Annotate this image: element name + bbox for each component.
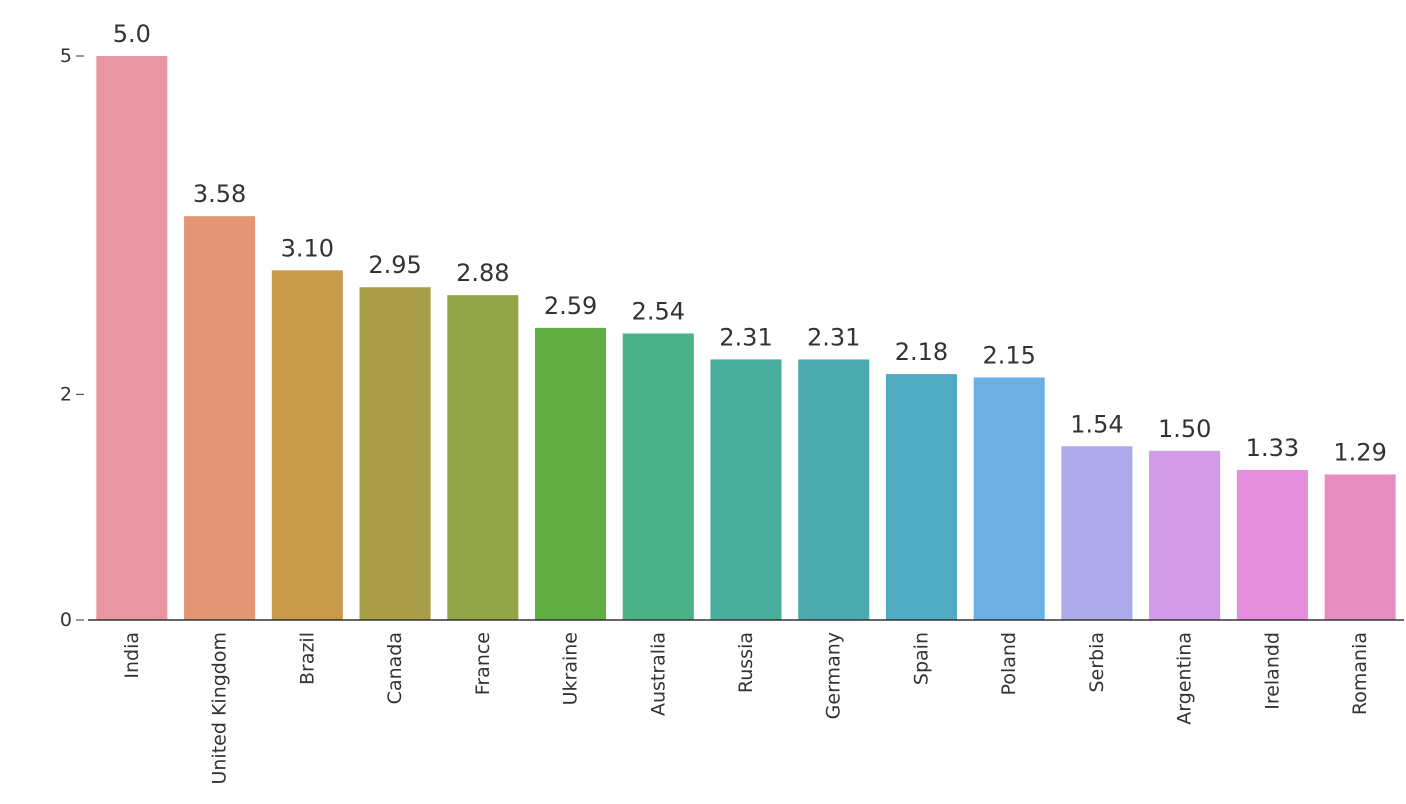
x-category-label: Brazil xyxy=(296,632,318,685)
x-category-label: France xyxy=(472,632,494,695)
bar-value-label: 1.50 xyxy=(1158,415,1211,443)
bar-france xyxy=(447,295,519,620)
x-category-label: Australia xyxy=(647,632,669,716)
bar-value-label: 2.31 xyxy=(807,323,860,351)
bar-value-label: 3.10 xyxy=(281,234,334,262)
x-axis: India United Kingdom Brazil Canada France Ukr… xyxy=(88,619,1404,785)
bar-value-label: 1.29 xyxy=(1333,438,1386,466)
bar-value-label: 1.33 xyxy=(1246,434,1299,462)
x-category-label: Russia xyxy=(735,632,757,693)
bar-poland xyxy=(973,377,1045,620)
bar-value-label: 1.54 xyxy=(1070,410,1123,438)
bar-russia xyxy=(710,359,782,620)
x-category-label: Poland xyxy=(998,632,1020,695)
bar-argentina xyxy=(1149,450,1221,620)
bar-value-label: 2.95 xyxy=(368,251,421,279)
bar-brazil xyxy=(271,270,343,620)
y-tick-label: 0 xyxy=(60,609,72,631)
bar-spain xyxy=(885,374,957,620)
bar-value-label: 2.59 xyxy=(544,292,597,320)
x-category-label: Ukraine xyxy=(560,632,582,705)
x-category-label: Spain xyxy=(910,632,932,685)
y-tick-label: 2 xyxy=(60,383,72,405)
x-category-label: Romania xyxy=(1349,632,1371,715)
bar-value-label: 2.54 xyxy=(632,297,685,325)
bar-australia xyxy=(622,333,694,620)
y-tick-label: 5 xyxy=(60,45,72,67)
bar-irelandd xyxy=(1236,469,1308,620)
x-category-label: Serbia xyxy=(1086,632,1108,693)
bar-romania xyxy=(1324,474,1396,620)
bar-value-label: 5.0 xyxy=(113,20,151,48)
bars-group: 5.0 3.58 3.10 2.95 2.88 2.59 2.54 2.31 2.31 2.18 2… xyxy=(96,20,1396,620)
x-category-label: India xyxy=(121,632,143,679)
bar-united-kingdom xyxy=(184,216,256,620)
y-axis: 0 2 5 xyxy=(60,45,84,631)
bar-value-label: 2.15 xyxy=(982,341,1035,369)
x-category-label: Germany xyxy=(823,632,845,719)
bar-value-label: 2.31 xyxy=(719,323,772,351)
bar-value-label: 2.88 xyxy=(456,259,509,287)
bar-india xyxy=(96,56,168,620)
bar-ukraine xyxy=(535,327,607,620)
x-category-label: Argentina xyxy=(1174,632,1196,725)
x-category-label: Canada xyxy=(384,632,406,704)
bar-germany xyxy=(798,359,870,620)
x-category-label: United Kingdom xyxy=(209,632,231,785)
bar-serbia xyxy=(1061,446,1133,620)
bar-value-label: 3.58 xyxy=(193,180,246,208)
bar-canada xyxy=(359,287,431,620)
x-category-label: Irelandd xyxy=(1261,632,1283,710)
bar-value-label: 2.18 xyxy=(895,338,948,366)
